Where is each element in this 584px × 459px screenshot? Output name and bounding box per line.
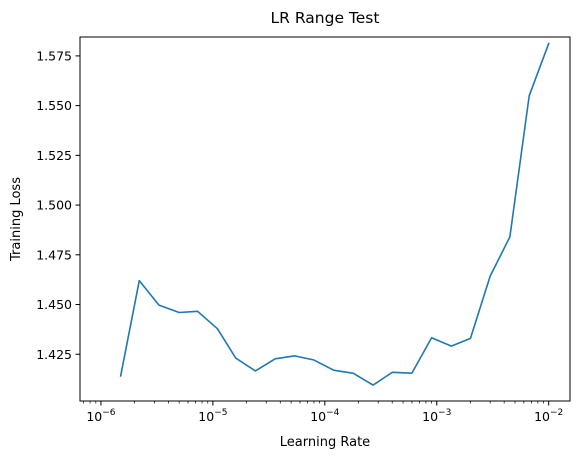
x-tick-label-3: 10−3 [422,408,451,424]
y-axis-label: Training Loss [9,177,24,262]
series-layer [119,42,550,386]
x-tick-label-4: 10−2 [534,408,563,424]
x-tick-label-1: 10−5 [198,408,227,424]
y-tick-label-1: 1.450 [36,297,72,312]
y-tick-label-6: 1.575 [36,48,72,63]
y-tick-label-0: 1.425 [36,347,72,362]
y-tick-label-2: 1.475 [36,247,72,262]
x-axis-ticks: 10−6 10−5 10−4 10−3 10−2 [83,401,563,424]
x-tick-label-0: 10−6 [86,408,115,424]
y-axis-ticks: 1.425 1.450 1.475 1.500 1.525 1.550 1.575 [36,48,80,362]
y-tick-label-3: 1.500 [36,198,72,213]
series-line-1 [119,42,550,386]
plot-area [80,37,570,401]
x-tick-label-2: 10−4 [310,408,339,424]
chart-title: LR Range Test [271,9,380,27]
y-tick-label-4: 1.525 [36,148,72,163]
y-tick-label-5: 1.550 [36,98,72,113]
x-axis-label: Learning Rate [280,435,370,450]
